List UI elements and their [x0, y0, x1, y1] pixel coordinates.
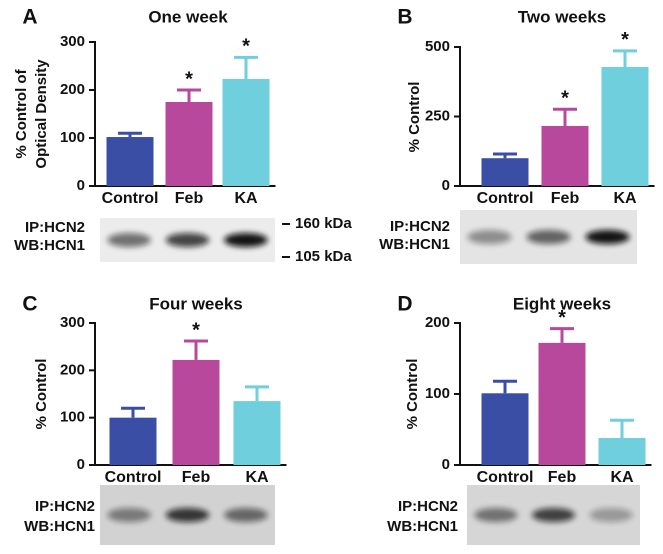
blot-band: [165, 233, 210, 247]
blot-band: [531, 508, 576, 522]
blot-label: WB:HCN1: [379, 236, 450, 253]
y-tick-label: 200: [60, 361, 85, 378]
blot-band: [589, 508, 633, 522]
panel: C Four weeks % Control 0 100 200 300 Control Feb…: [22, 293, 287, 545]
significance-star: *: [185, 68, 193, 90]
bar: [222, 78, 270, 186]
blot-band: [165, 508, 210, 522]
y-axis-label: % Control: [404, 359, 421, 430]
bar: [541, 125, 589, 186]
panel-letter: B: [397, 6, 412, 29]
x-tick-label: Control: [477, 190, 534, 207]
blot-label: IP:HCN2: [390, 218, 450, 235]
bar: [106, 137, 154, 186]
bar: [172, 359, 220, 465]
y-tick-label: 0: [77, 177, 85, 194]
x-tick-label: Control: [105, 469, 162, 486]
blot-band: [474, 508, 518, 522]
x-tick-label: Feb: [551, 190, 580, 207]
y-axis-label: % Control: [406, 82, 423, 153]
bar: [538, 342, 586, 465]
blot-label: IP:HCN2: [35, 498, 95, 515]
panel: A One week % Control of Optical Density 0 100…: [13, 6, 352, 265]
panel-letter: A: [22, 6, 37, 29]
blot-band: [223, 233, 268, 247]
chart-title: Four weeks: [149, 294, 243, 313]
bar: [165, 102, 213, 186]
y-axis-label: % Control: [33, 359, 50, 430]
significance-star: *: [621, 29, 629, 51]
x-tick-label: KA: [245, 469, 269, 486]
bar: [233, 401, 281, 465]
bar: [598, 438, 646, 465]
significance-star: *: [242, 36, 250, 58]
x-tick-label: KA: [234, 190, 258, 207]
y-tick-label: 100: [425, 385, 450, 402]
x-tick-label: KA: [613, 190, 637, 207]
significance-star: *: [561, 88, 569, 110]
y-tick-label: 200: [60, 81, 85, 98]
y-tick-label: 300: [60, 33, 85, 50]
bar: [109, 417, 157, 465]
blot-label: IP:HCN2: [398, 498, 458, 515]
y-tick-label: 100: [60, 129, 85, 146]
chart-title: One week: [148, 7, 228, 26]
blot-band: [223, 508, 268, 522]
blot-label: WB:HCN1: [24, 518, 95, 535]
blot-label: WB:HCN1: [14, 237, 85, 254]
y-axis-label: % Control of: [13, 68, 30, 158]
panel-letter: D: [397, 293, 412, 316]
panel: D Eight weeks % Control 0 100 200 Control Feb KA…: [387, 293, 652, 545]
bar: [601, 67, 649, 186]
x-tick-label: Control: [102, 190, 159, 207]
y-tick-label: 500: [425, 38, 450, 55]
significance-star: *: [192, 319, 200, 341]
chart-title: Two weeks: [518, 7, 607, 26]
x-tick-label: Feb: [182, 469, 211, 486]
y-tick-label: 200: [425, 314, 450, 331]
y-tick-label: 0: [77, 456, 85, 473]
blot-label: IP:HCN2: [25, 219, 85, 236]
y-tick-label: 100: [60, 409, 85, 426]
size-marker: 160 kDa: [295, 215, 352, 232]
y-tick-label: 250: [425, 107, 450, 124]
blot-band: [467, 230, 512, 244]
blot-band: [107, 233, 152, 247]
blot-band: [107, 508, 152, 522]
y-axis-label: Optical Density: [33, 59, 50, 169]
y-tick-label: 0: [442, 177, 450, 194]
significance-star: *: [558, 307, 566, 329]
panel: B Two weeks % Control 0 250 500 Control Feb KA * *…: [379, 6, 655, 264]
chart-title: Eight weeks: [513, 294, 611, 313]
blot-band: [585, 230, 630, 244]
y-tick-label: 300: [60, 314, 85, 331]
bar: [481, 393, 529, 465]
bar: [481, 158, 529, 186]
x-tick-label: Feb: [175, 190, 204, 207]
x-tick-label: KA: [610, 469, 634, 486]
size-marker: 105 kDa: [295, 248, 352, 265]
x-tick-label: Control: [477, 469, 534, 486]
y-tick-label: 0: [442, 456, 450, 473]
panel-letter: C: [22, 293, 37, 316]
blot-label: WB:HCN1: [387, 518, 458, 535]
x-tick-label: Feb: [548, 469, 577, 486]
blot-band: [526, 230, 571, 244]
